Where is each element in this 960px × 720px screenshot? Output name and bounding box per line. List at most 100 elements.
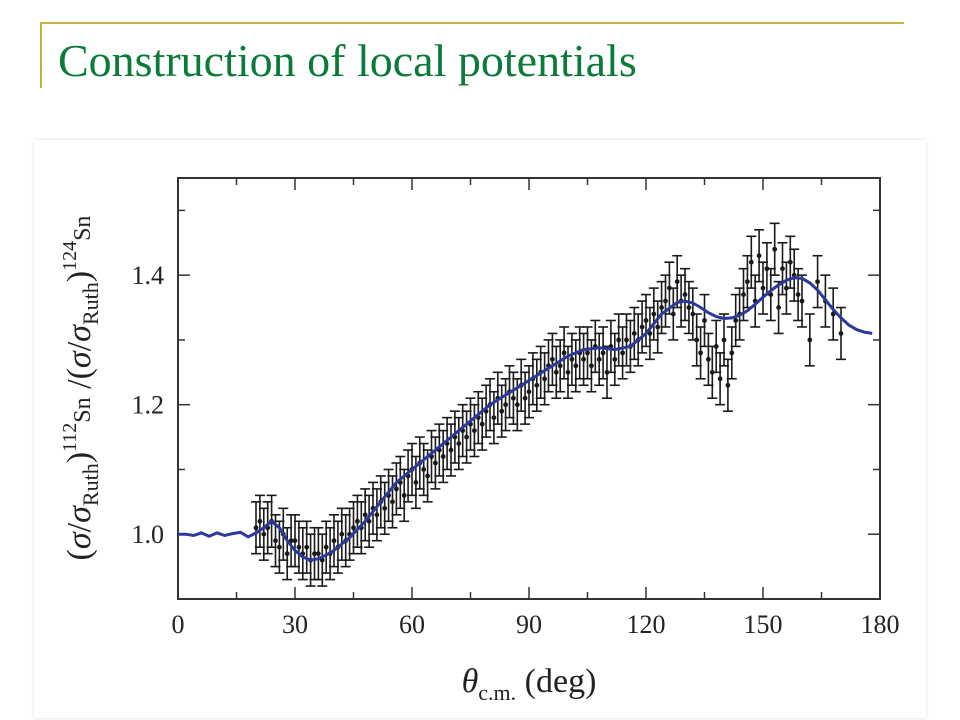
data-point bbox=[795, 292, 801, 297]
data-point bbox=[561, 350, 567, 356]
data-point bbox=[421, 467, 427, 472]
data-point bbox=[374, 512, 380, 518]
data-point bbox=[362, 512, 368, 518]
data-point bbox=[503, 402, 508, 408]
data-point bbox=[553, 369, 559, 375]
data-point bbox=[651, 311, 657, 317]
data-point bbox=[253, 525, 259, 531]
data-point bbox=[394, 486, 399, 492]
data-point bbox=[433, 460, 438, 466]
x-axis-label: θc.m. (deg) bbox=[462, 663, 597, 705]
data-point bbox=[534, 382, 540, 388]
data-point bbox=[709, 369, 715, 375]
y-tick-label: 1.4 bbox=[132, 261, 165, 290]
data-point bbox=[339, 531, 345, 537]
data-point bbox=[491, 415, 497, 421]
x-ticks bbox=[177, 178, 881, 599]
data-point bbox=[729, 350, 735, 356]
data-point bbox=[670, 311, 676, 317]
data-point bbox=[312, 551, 317, 557]
data-point bbox=[694, 337, 700, 343]
data-point bbox=[464, 434, 469, 440]
y-tick-label: 1.2 bbox=[132, 391, 165, 420]
data-point bbox=[331, 538, 337, 544]
data-point bbox=[776, 305, 781, 310]
data-point bbox=[721, 337, 727, 343]
data-point bbox=[323, 544, 329, 550]
x-tick-label: 0 bbox=[172, 610, 185, 639]
data-point bbox=[261, 531, 267, 537]
data-point bbox=[838, 331, 844, 336]
data-point bbox=[760, 285, 766, 291]
data-point bbox=[713, 344, 719, 349]
data-point bbox=[257, 518, 263, 524]
data-point bbox=[733, 318, 739, 323]
data-point bbox=[413, 480, 419, 485]
slide-title: Construction of local potentials bbox=[58, 35, 637, 86]
x-tick-labels: 0 30 60 90 120 150 180 bbox=[172, 610, 900, 639]
data-point bbox=[581, 356, 586, 362]
data-point bbox=[401, 492, 407, 498]
data-point bbox=[511, 395, 516, 401]
data-point bbox=[780, 266, 785, 272]
data-point bbox=[643, 318, 649, 323]
data-point bbox=[702, 318, 707, 323]
data-point bbox=[550, 356, 555, 362]
data-point bbox=[557, 363, 563, 369]
data-point bbox=[479, 421, 485, 427]
data-point bbox=[448, 447, 454, 453]
data-point bbox=[472, 428, 477, 433]
data-point bbox=[799, 298, 805, 304]
data-point bbox=[663, 298, 668, 304]
data-point bbox=[807, 337, 813, 343]
x-tick-label: 90 bbox=[516, 610, 542, 639]
data-point bbox=[355, 518, 360, 524]
data-point bbox=[456, 441, 462, 446]
data-point bbox=[585, 350, 590, 356]
data-point bbox=[764, 266, 770, 272]
data-point bbox=[698, 350, 703, 356]
x-tick-label: 180 bbox=[861, 610, 900, 639]
data-point bbox=[772, 246, 778, 252]
data-point bbox=[273, 538, 278, 544]
data-point bbox=[686, 305, 692, 310]
data-point bbox=[573, 363, 579, 369]
data-point bbox=[304, 544, 310, 550]
data-point bbox=[316, 551, 321, 557]
data-point bbox=[631, 331, 637, 336]
data-point bbox=[390, 499, 395, 505]
data-point bbox=[690, 311, 696, 317]
data-point bbox=[616, 337, 622, 343]
data-point bbox=[682, 292, 688, 297]
cross-section-ratio-plot: 0 30 60 90 120 150 180 1.0 1.2 1.4 θc.m. (deg) (… bbox=[59, 177, 900, 705]
x-tick-label: 60 bbox=[399, 610, 425, 639]
data-point bbox=[284, 551, 290, 557]
x-tick-label: 150 bbox=[744, 610, 783, 639]
data-point bbox=[659, 305, 664, 310]
x-tick-label: 30 bbox=[282, 610, 308, 639]
data-point bbox=[542, 376, 547, 382]
data-point bbox=[756, 253, 762, 259]
data-point bbox=[351, 525, 356, 531]
figure-frame: 0 30 60 90 120 150 180 1.0 1.2 1.4 θc.m. (deg) (… bbox=[34, 140, 926, 718]
data-point bbox=[425, 473, 430, 479]
data-point bbox=[600, 350, 606, 356]
data-point bbox=[784, 285, 789, 291]
data-point bbox=[620, 350, 625, 356]
data-point bbox=[815, 279, 820, 285]
data-point bbox=[277, 544, 282, 550]
data-point bbox=[745, 279, 750, 285]
data-point bbox=[569, 356, 575, 362]
data-point bbox=[748, 259, 754, 265]
title-accent-bar bbox=[40, 22, 42, 88]
fit-curve bbox=[178, 276, 873, 562]
data-point bbox=[612, 356, 618, 362]
data-point bbox=[639, 324, 645, 330]
data-point bbox=[674, 279, 680, 285]
data-point bbox=[514, 402, 520, 408]
data-point bbox=[624, 337, 629, 343]
data-point bbox=[655, 324, 661, 330]
data-point bbox=[499, 408, 505, 414]
data-point bbox=[292, 538, 298, 544]
data-point bbox=[741, 292, 746, 297]
